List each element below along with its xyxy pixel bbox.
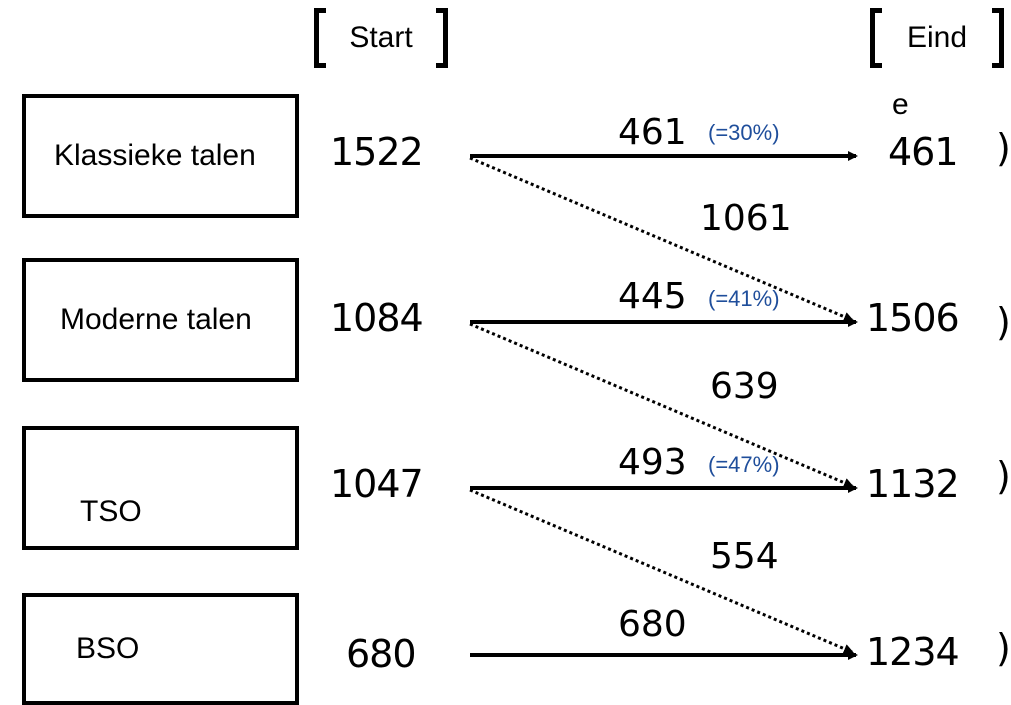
flow-value-straight: 461 (618, 112, 687, 153)
flow-percent: (=41%) (708, 286, 780, 311)
category-box-tso: TSO (22, 426, 299, 550)
category-label: Klassieke talen (54, 139, 256, 172)
end-value: 1132 (866, 462, 960, 506)
header-start: Start (314, 8, 448, 68)
right-brace: ) (996, 454, 1011, 498)
end-value: 1506 (866, 296, 960, 340)
category-label: TSO (80, 495, 142, 528)
category-label: BSO (76, 632, 140, 665)
flow-value-straight: 445 (618, 276, 687, 317)
start-value: 1522 (330, 130, 424, 174)
category-label: Moderne talen (60, 303, 252, 336)
header-end: Eind (870, 8, 1004, 68)
start-value: 680 (346, 632, 417, 676)
right-brace: ) (996, 300, 1011, 344)
header-end-label: Eind (906, 21, 968, 54)
header-end-right-bracket (992, 8, 1004, 68)
start-value: 1047 (330, 462, 424, 506)
header-end-wrap: e (892, 88, 909, 121)
flow-value-down: 639 (710, 366, 779, 407)
start-value: 1084 (330, 296, 424, 340)
header-start-left-bracket (314, 8, 326, 68)
header-end-left-bracket (870, 8, 882, 68)
header-start-label: Start (349, 21, 413, 54)
category-box-klassieke-talen: Klassieke talen (22, 94, 299, 218)
header-start-right-bracket (436, 8, 448, 68)
flow-value-down: 1061 (700, 198, 792, 239)
flow-percent: (=47%) (708, 452, 780, 477)
flow-percent: (=30%) (708, 120, 780, 145)
end-value: 461 (888, 130, 959, 174)
right-brace: ) (996, 626, 1011, 670)
category-box-moderne-talen: Moderne talen (22, 258, 299, 382)
flow-value-straight: 493 (618, 442, 687, 483)
flow-value-straight: 680 (618, 604, 687, 645)
end-value: 1234 (866, 630, 960, 674)
flow-value-down: 554 (710, 536, 779, 577)
right-brace: ) (996, 126, 1011, 170)
